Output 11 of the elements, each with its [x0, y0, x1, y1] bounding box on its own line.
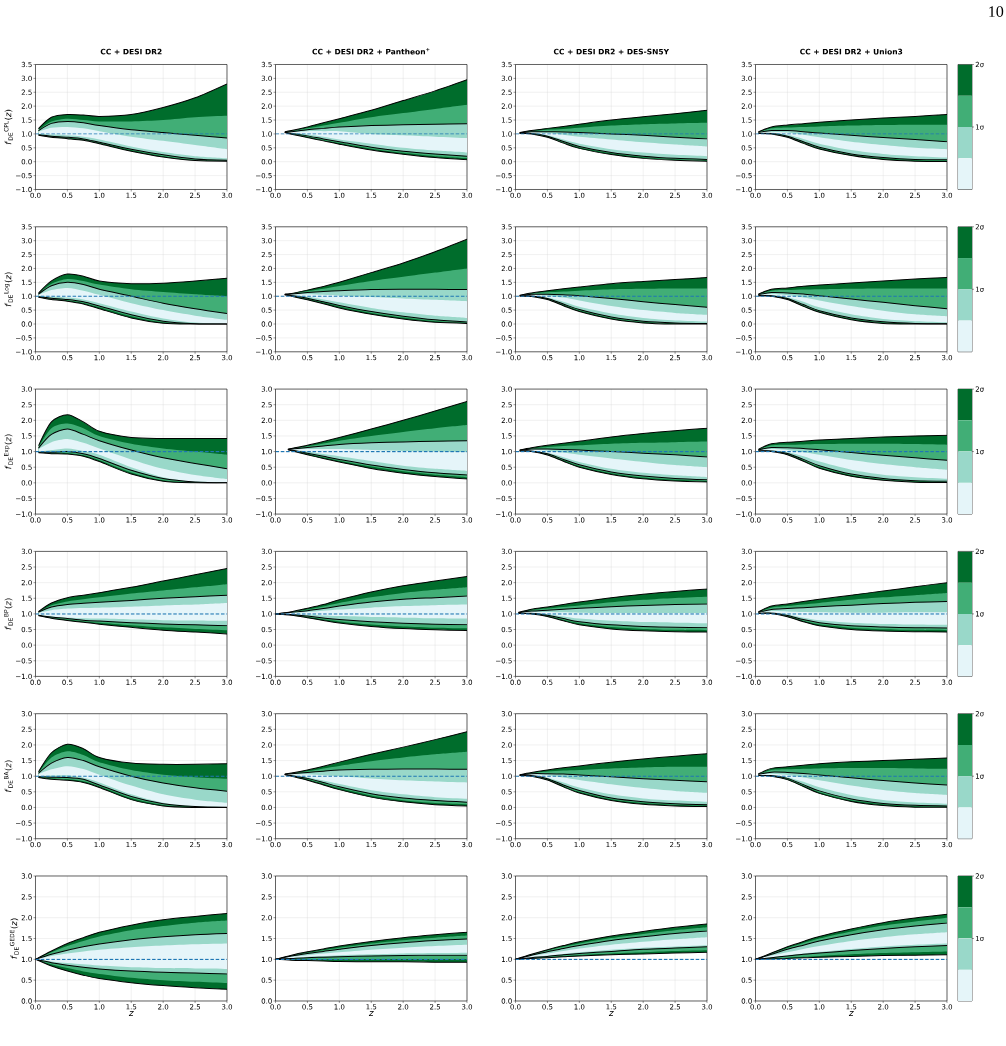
x-axis-title: z: [848, 1011, 854, 1016]
text: 10: [989, 6, 1004, 17]
x-axis-title: z: [368, 1011, 374, 1016]
y-axis-title: f$_{DE}$$^{BA}$(z): [4, 760, 13, 793]
y-axis-title: f$_{DE}$$^{BP}$(z): [4, 598, 13, 630]
x-axis-title: z: [608, 1011, 614, 1016]
y-axis-title: f$_{DE}$$^{Exp}$(z): [4, 434, 13, 469]
y-axis-title: f$_{DE}$$^{GEDE}$(z): [9, 918, 19, 959]
x-axis-title: z: [128, 1011, 134, 1016]
y-axis-title: f$_{DE}$$^{Log}$(z): [4, 272, 13, 307]
y-axis-title: f$_{DE}$$^{CPL}$(z): [3, 109, 13, 145]
